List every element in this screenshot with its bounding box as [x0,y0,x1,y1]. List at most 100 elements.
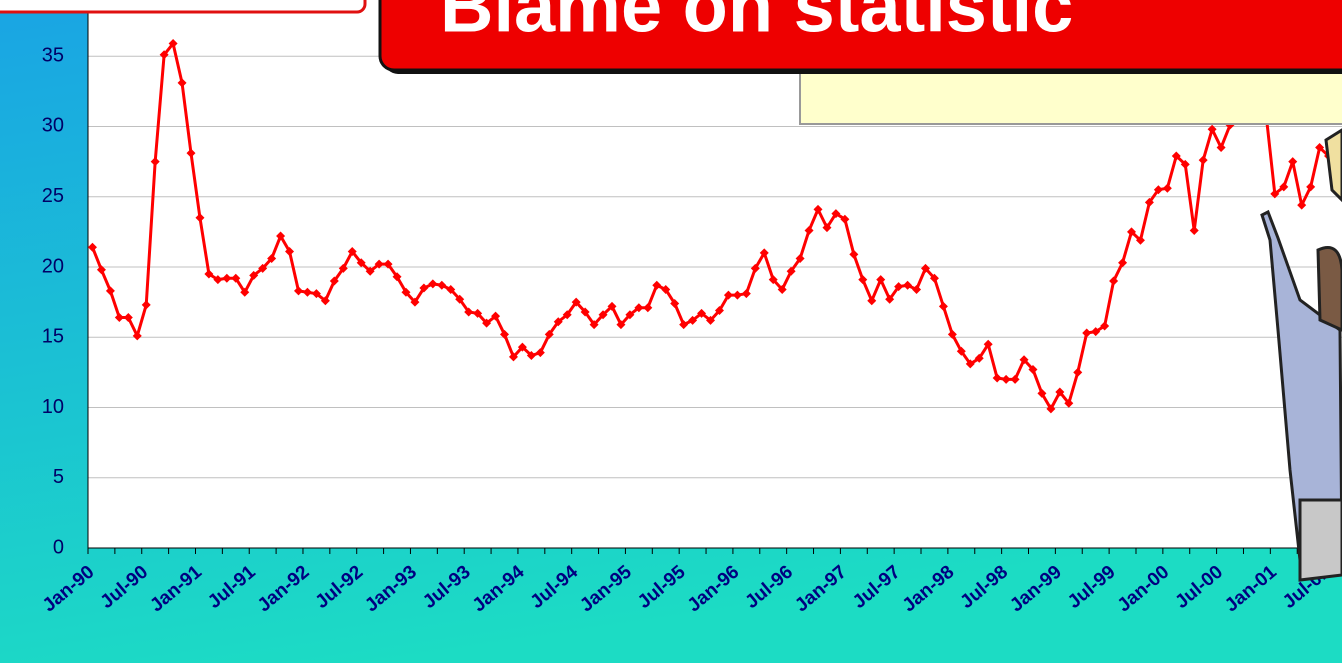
data-point [195,213,205,223]
data-point [912,284,922,294]
data-point [929,273,939,283]
data-point [544,329,554,339]
data-point [974,353,984,363]
data-point [123,313,133,323]
data-point [222,273,232,283]
data-point [392,272,402,282]
data-point [903,280,913,290]
data-point [293,286,303,296]
data-point [473,308,483,318]
data-point [1279,182,1289,192]
data-point [849,249,859,259]
data-point [571,297,581,307]
data-point [1306,182,1316,192]
data-point [446,284,456,294]
data-point [1037,388,1047,398]
data-point [87,242,97,252]
data-point [526,350,536,360]
y-tick-label: 0 [53,536,64,558]
y-tick-label: 5 [53,466,64,488]
data-point [105,286,115,296]
data-point [992,373,1002,383]
data-point [562,310,572,320]
data-point [1270,189,1280,199]
data-point [311,289,321,299]
y-tick-label: 30 [42,115,64,137]
data-point [876,275,886,285]
data-point [1216,143,1226,153]
data-point [383,259,393,269]
data-point [150,157,160,167]
data-point [795,254,805,264]
data-point [491,311,501,321]
y-tick-label: 25 [42,185,64,207]
data-point [759,248,769,258]
data-point [553,317,563,327]
title-box [378,0,1342,72]
data-point [768,275,778,285]
data-point [938,301,948,311]
data-point [867,296,877,306]
data-point [732,290,742,300]
data-point [983,339,993,349]
data-point [267,254,277,264]
data-point [1073,367,1083,377]
data-point [723,290,733,300]
data-point [1046,404,1056,414]
data-point [500,329,510,339]
data-point [1288,157,1298,167]
data-point [1055,387,1065,397]
data-point [338,263,348,273]
data-point [114,313,124,323]
data-point [517,342,527,352]
data-point [1028,365,1038,375]
data-point [589,320,599,330]
data-point [1064,398,1074,408]
data-point [822,223,832,233]
data-point [347,247,357,257]
data-point [1171,151,1181,161]
data-point [625,310,635,320]
y-tick-label: 35 [42,44,64,66]
data-point [231,273,241,283]
data-point [249,270,259,280]
data-point [1109,276,1119,286]
data-point [598,310,608,320]
data-point [410,297,420,307]
data-point [1207,124,1217,134]
data-point [464,307,474,317]
data-point [365,266,375,276]
data-point [1127,227,1137,237]
data-point [1198,155,1208,165]
data-point [679,320,689,330]
data-point [356,258,366,268]
marks [87,39,1342,414]
data-point [141,300,151,310]
data-point [1001,374,1011,384]
data-point [276,231,286,241]
data-point [786,266,796,276]
data-point [706,315,716,325]
data-point [661,284,671,294]
data-point [688,315,698,325]
data-point [168,39,178,49]
data-point [697,308,707,318]
data-point [777,284,787,294]
data-point [1082,328,1092,338]
chart-title: Blame on statistic [440,0,1073,48]
data-point [240,287,250,297]
data-point [213,275,223,285]
data-point [437,280,447,290]
data-point [714,306,724,316]
data-point [535,348,545,358]
data-point [652,280,662,290]
data-point [419,283,429,293]
data-point [258,263,268,273]
data-point [947,329,957,339]
data-point [302,287,312,297]
cartoon-figure [1260,128,1342,582]
y-tick-label: 20 [42,255,64,277]
data-point [956,346,966,356]
data-point [643,303,653,313]
